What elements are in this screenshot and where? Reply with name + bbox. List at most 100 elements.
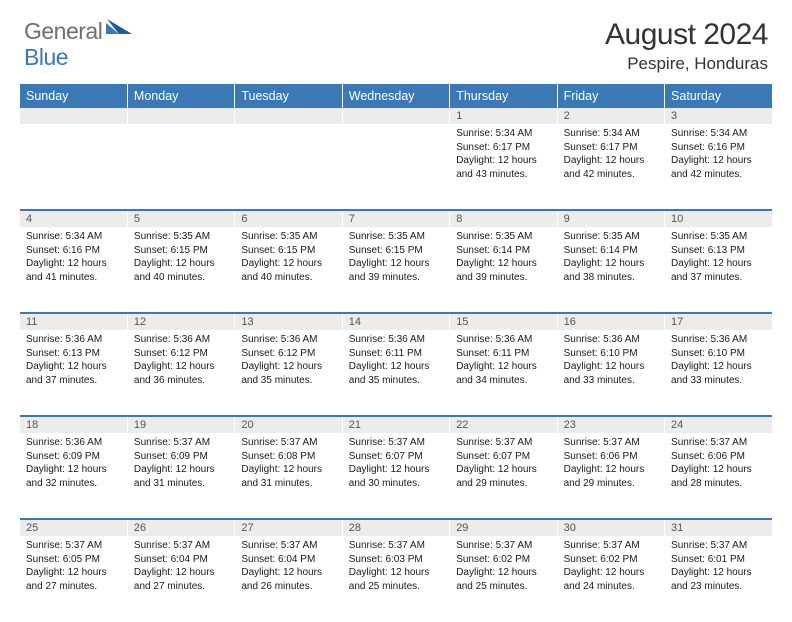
day-number: 28 [342, 520, 449, 536]
day-cell-line: Sunrise: 5:37 AM [134, 539, 228, 553]
day-cell-line: and 41 minutes. [26, 271, 121, 285]
day-cell-line: and 32 minutes. [26, 477, 121, 491]
day-cell-line: Sunset: 6:12 PM [134, 347, 228, 361]
day-cell: Sunrise: 5:34 AMSunset: 6:16 PMDaylight:… [665, 124, 772, 210]
weekday-header: Sunday [20, 84, 127, 108]
day-cell-line: Sunrise: 5:36 AM [564, 333, 658, 347]
day-body-row: Sunrise: 5:34 AMSunset: 6:17 PMDaylight:… [20, 124, 772, 210]
day-cell-line: Sunset: 6:17 PM [564, 141, 658, 155]
day-cell-line: Sunrise: 5:37 AM [241, 539, 335, 553]
day-cell-line: Sunrise: 5:34 AM [456, 127, 550, 141]
day-cell-line: Sunset: 6:15 PM [241, 244, 335, 258]
day-cell-line: Daylight: 12 hours [456, 257, 550, 271]
day-cell: Sunrise: 5:35 AMSunset: 6:14 PMDaylight:… [557, 227, 664, 313]
day-number: 3 [665, 108, 772, 124]
day-cell-line: and 27 minutes. [26, 580, 121, 594]
day-number: 26 [127, 520, 234, 536]
day-body-row: Sunrise: 5:34 AMSunset: 6:16 PMDaylight:… [20, 227, 772, 313]
day-cell-line: Sunset: 6:03 PM [349, 553, 443, 567]
day-cell: Sunrise: 5:37 AMSunset: 6:05 PMDaylight:… [20, 536, 127, 622]
day-cell-line: Sunrise: 5:35 AM [564, 230, 658, 244]
day-cell-line: Sunrise: 5:37 AM [671, 436, 766, 450]
day-number: 29 [450, 520, 557, 536]
day-cell [20, 124, 127, 210]
day-cell-line: and 42 minutes. [564, 168, 658, 182]
day-cell-line: Sunset: 6:10 PM [564, 347, 658, 361]
day-number: 16 [557, 314, 664, 330]
brand-word-general: General [24, 18, 102, 45]
weekday-header: Tuesday [235, 84, 342, 108]
day-cell-line: Daylight: 12 hours [241, 360, 335, 374]
day-cell-line: Daylight: 12 hours [564, 154, 658, 168]
day-cell-line: Daylight: 12 hours [564, 566, 658, 580]
day-number: 9 [557, 211, 664, 227]
day-cell-line: Sunrise: 5:37 AM [349, 539, 443, 553]
day-number: 14 [342, 314, 449, 330]
day-cell: Sunrise: 5:36 AMSunset: 6:09 PMDaylight:… [20, 433, 127, 519]
day-cell-line: and 26 minutes. [241, 580, 335, 594]
day-cell-line: and 29 minutes. [456, 477, 550, 491]
day-cell: Sunrise: 5:37 AMSunset: 6:01 PMDaylight:… [665, 536, 772, 622]
day-cell-line: and 33 minutes. [671, 374, 766, 388]
brand-logo: General [24, 18, 134, 45]
day-number: 15 [450, 314, 557, 330]
day-cell-line: Sunset: 6:11 PM [349, 347, 443, 361]
day-number: 20 [235, 417, 342, 433]
day-cell-line: Daylight: 12 hours [241, 566, 335, 580]
day-number: 13 [235, 314, 342, 330]
weekday-header: Monday [127, 84, 234, 108]
day-number: 12 [127, 314, 234, 330]
day-cell-line: and 42 minutes. [671, 168, 766, 182]
day-cell: Sunrise: 5:37 AMSunset: 6:04 PMDaylight:… [235, 536, 342, 622]
day-cell-line: Sunset: 6:08 PM [241, 450, 335, 464]
day-cell-line: Sunrise: 5:35 AM [134, 230, 228, 244]
day-cell-line: Sunrise: 5:37 AM [564, 539, 658, 553]
day-cell-line: Daylight: 12 hours [134, 360, 228, 374]
day-cell-line: and 24 minutes. [564, 580, 658, 594]
day-number: 19 [127, 417, 234, 433]
day-cell-line: Daylight: 12 hours [671, 154, 766, 168]
day-cell: Sunrise: 5:37 AMSunset: 6:07 PMDaylight:… [342, 433, 449, 519]
day-cell-line: Sunrise: 5:36 AM [134, 333, 228, 347]
day-cell: Sunrise: 5:36 AMSunset: 6:12 PMDaylight:… [235, 330, 342, 416]
day-cell-line: Daylight: 12 hours [456, 566, 550, 580]
daynum-row: 18192021222324 [20, 417, 772, 433]
day-cell-line: and 31 minutes. [134, 477, 228, 491]
day-cell-line: Sunset: 6:02 PM [564, 553, 658, 567]
day-cell: Sunrise: 5:36 AMSunset: 6:12 PMDaylight:… [127, 330, 234, 416]
day-number: 6 [235, 211, 342, 227]
day-cell-line: Sunrise: 5:36 AM [26, 436, 121, 450]
day-cell: Sunrise: 5:37 AMSunset: 6:06 PMDaylight:… [557, 433, 664, 519]
day-cell: Sunrise: 5:36 AMSunset: 6:10 PMDaylight:… [557, 330, 664, 416]
day-cell [235, 124, 342, 210]
day-cell-line: and 28 minutes. [671, 477, 766, 491]
day-cell-line: and 31 minutes. [241, 477, 335, 491]
day-number: 7 [342, 211, 449, 227]
day-cell-line: Sunrise: 5:34 AM [26, 230, 121, 244]
day-cell: Sunrise: 5:37 AMSunset: 6:08 PMDaylight:… [235, 433, 342, 519]
day-cell-line: and 29 minutes. [564, 477, 658, 491]
day-cell [127, 124, 234, 210]
day-cell-line: Sunset: 6:04 PM [134, 553, 228, 567]
day-cell-line: Sunrise: 5:35 AM [241, 230, 335, 244]
day-cell: Sunrise: 5:37 AMSunset: 6:02 PMDaylight:… [557, 536, 664, 622]
day-cell: Sunrise: 5:37 AMSunset: 6:07 PMDaylight:… [450, 433, 557, 519]
day-number: 18 [20, 417, 127, 433]
day-cell-line: Sunset: 6:06 PM [564, 450, 658, 464]
day-cell: Sunrise: 5:36 AMSunset: 6:11 PMDaylight:… [450, 330, 557, 416]
weekday-header: Thursday [450, 84, 557, 108]
day-cell-line: Sunset: 6:13 PM [26, 347, 121, 361]
day-cell-line: and 37 minutes. [26, 374, 121, 388]
day-number: 25 [20, 520, 127, 536]
day-cell-line: Daylight: 12 hours [241, 463, 335, 477]
day-number [20, 108, 127, 124]
day-cell-line: Sunrise: 5:37 AM [26, 539, 121, 553]
day-number: 22 [450, 417, 557, 433]
day-cell-line: Sunset: 6:15 PM [134, 244, 228, 258]
day-cell-line: Sunset: 6:06 PM [671, 450, 766, 464]
day-cell-line: and 39 minutes. [349, 271, 443, 285]
day-cell-line: and 35 minutes. [241, 374, 335, 388]
day-cell-line: Sunrise: 5:34 AM [671, 127, 766, 141]
weekday-header: Wednesday [342, 84, 449, 108]
weekday-header: Saturday [665, 84, 772, 108]
